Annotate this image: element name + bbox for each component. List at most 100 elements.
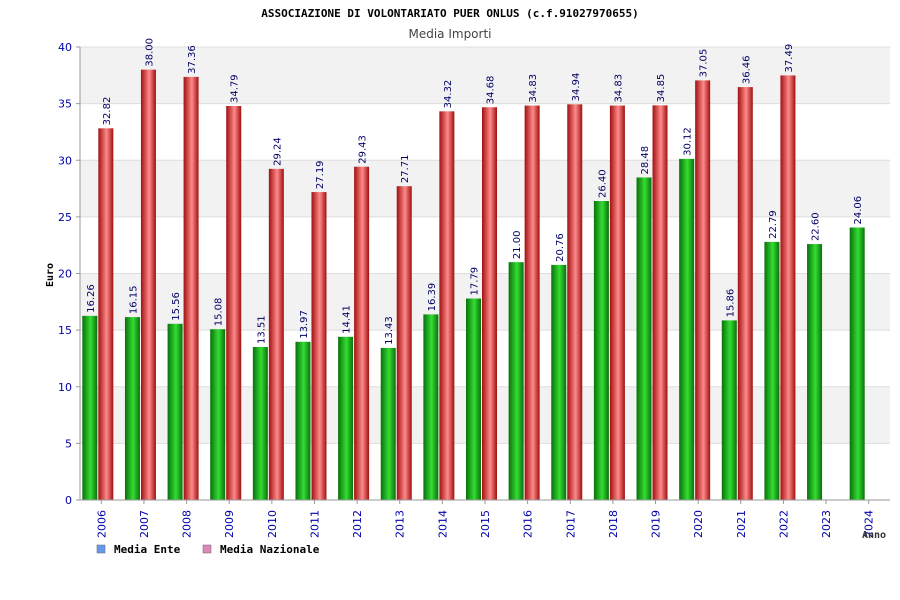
x-axis: 2006 2007 2008 2009 2010 2011 2012 2013 2014 2015… — [80, 499, 890, 538]
data-label: 24.06 — [853, 196, 864, 225]
grid-band — [80, 47, 890, 104]
bar-media-ente — [82, 315, 98, 500]
bar-media-ente — [508, 262, 524, 500]
x-tick-label: 2017 — [564, 510, 577, 538]
y-tick-label: 35 — [58, 98, 72, 111]
legend-label-media-ente: Media Ente — [114, 543, 181, 556]
x-tick-label: 2021 — [735, 510, 748, 538]
x-tick-label: 2006 — [95, 510, 108, 538]
bar-media-nazionale — [524, 105, 540, 501]
data-label: 14.41 — [342, 305, 353, 334]
data-label: 27.19 — [315, 160, 326, 189]
bar-media-ente — [849, 227, 865, 500]
bar-media-ente — [295, 341, 311, 500]
bar-media-ente — [252, 346, 268, 500]
x-tick-label: 2007 — [138, 510, 151, 538]
y-tick-label: 30 — [58, 154, 72, 167]
y-tick-label: 0 — [65, 494, 72, 507]
bar-media-ente — [679, 158, 695, 501]
x-tick-label: 2016 — [522, 510, 535, 538]
data-label: 28.48 — [640, 146, 651, 175]
x-axis-label: Anno — [862, 530, 886, 541]
bar-media-nazionale — [354, 166, 370, 500]
data-label: 22.79 — [768, 210, 779, 239]
legend: Media Ente Media Nazionale — [96, 543, 320, 556]
data-label: 34.94 — [571, 73, 582, 102]
x-tick-label: 2019 — [650, 510, 663, 538]
bar-media-nazionale — [183, 76, 199, 500]
chart-title: ASSOCIAZIONE DI VOLONTARIATO PUER ONLUS … — [261, 7, 639, 20]
x-tick-label: 2010 — [266, 510, 279, 538]
data-label: 34.68 — [486, 76, 497, 105]
data-label: 15.86 — [725, 289, 736, 318]
x-tick-label: 2012 — [351, 510, 364, 538]
data-label: 26.40 — [597, 169, 608, 198]
bars: 16.26 32.82 16.15 38.00 15.56 37.36 15.08 34.79… — [82, 38, 865, 501]
x-tick-label: 2024 — [863, 510, 876, 538]
bar-media-ente — [380, 347, 396, 500]
x-tick-label: 2015 — [479, 510, 492, 538]
data-label: 29.24 — [272, 137, 283, 166]
bar-media-ente — [338, 336, 354, 500]
data-label: 32.82 — [102, 97, 113, 126]
data-label: 16.15 — [128, 285, 139, 314]
bar-media-nazionale — [311, 192, 327, 501]
x-tick-label: 2013 — [394, 510, 407, 538]
x-tick-label: 2009 — [223, 510, 236, 538]
x-tick-label: 2022 — [777, 510, 790, 538]
bar-media-nazionale — [140, 69, 156, 501]
bar-media-ente — [636, 177, 652, 501]
data-label: 13.97 — [299, 310, 310, 339]
bar-media-ente — [167, 323, 183, 500]
x-tick-label: 2014 — [436, 510, 449, 538]
bar-media-nazionale — [567, 104, 583, 500]
x-tick-label: 2020 — [692, 510, 705, 538]
legend-swatch-media-nazionale — [202, 544, 212, 554]
bar-media-nazionale — [780, 75, 796, 500]
data-label: 15.08 — [214, 298, 225, 327]
y-tick-label: 5 — [65, 437, 72, 450]
y-tick-label: 25 — [58, 211, 72, 224]
data-label: 38.00 — [144, 38, 155, 67]
bar-media-ente — [466, 298, 481, 500]
bar-media-nazionale — [652, 105, 668, 500]
x-tick-label: 2018 — [607, 510, 620, 538]
data-label: 16.39 — [427, 283, 438, 312]
data-label: 37.36 — [187, 45, 198, 74]
data-label: 37.05 — [699, 49, 710, 78]
data-label: 34.79 — [230, 74, 241, 103]
bar-media-ente — [593, 201, 609, 500]
data-label: 21.00 — [512, 231, 523, 260]
bar-media-nazionale — [439, 111, 455, 501]
bar-media-nazionale — [226, 106, 242, 501]
data-label: 13.43 — [384, 316, 395, 345]
legend-swatch-media-ente — [96, 544, 106, 554]
x-tick-label: 2023 — [820, 510, 833, 538]
data-label: 27.71 — [400, 155, 411, 184]
data-label: 17.79 — [470, 267, 481, 296]
bar-media-ente — [807, 244, 823, 500]
y-tick-label: 40 — [58, 41, 72, 54]
bar-media-ente — [721, 320, 737, 500]
bar-media-ente — [764, 241, 780, 500]
y-tick-label: 15 — [58, 324, 72, 337]
data-label: 36.46 — [741, 55, 752, 84]
legend-label-media-nazionale: Media Nazionale — [220, 543, 320, 556]
bar-media-nazionale — [609, 105, 625, 501]
data-label: 37.49 — [784, 44, 795, 73]
chart-subtitle: Media Importi — [408, 27, 491, 41]
bar-media-nazionale — [268, 168, 284, 500]
data-label: 29.43 — [358, 135, 369, 164]
data-label: 30.12 — [683, 127, 694, 156]
data-label: 20.76 — [555, 233, 566, 262]
bar-media-ente — [423, 314, 439, 500]
y-tick-label: 10 — [58, 381, 72, 394]
data-label: 16.26 — [86, 284, 97, 313]
data-label: 34.83 — [528, 74, 539, 103]
x-tick-label: 2008 — [181, 510, 194, 538]
y-axis-label: Euro — [45, 263, 56, 287]
data-label: 34.85 — [656, 74, 667, 103]
bar-media-nazionale — [737, 87, 753, 500]
data-label: 13.51 — [256, 315, 267, 344]
